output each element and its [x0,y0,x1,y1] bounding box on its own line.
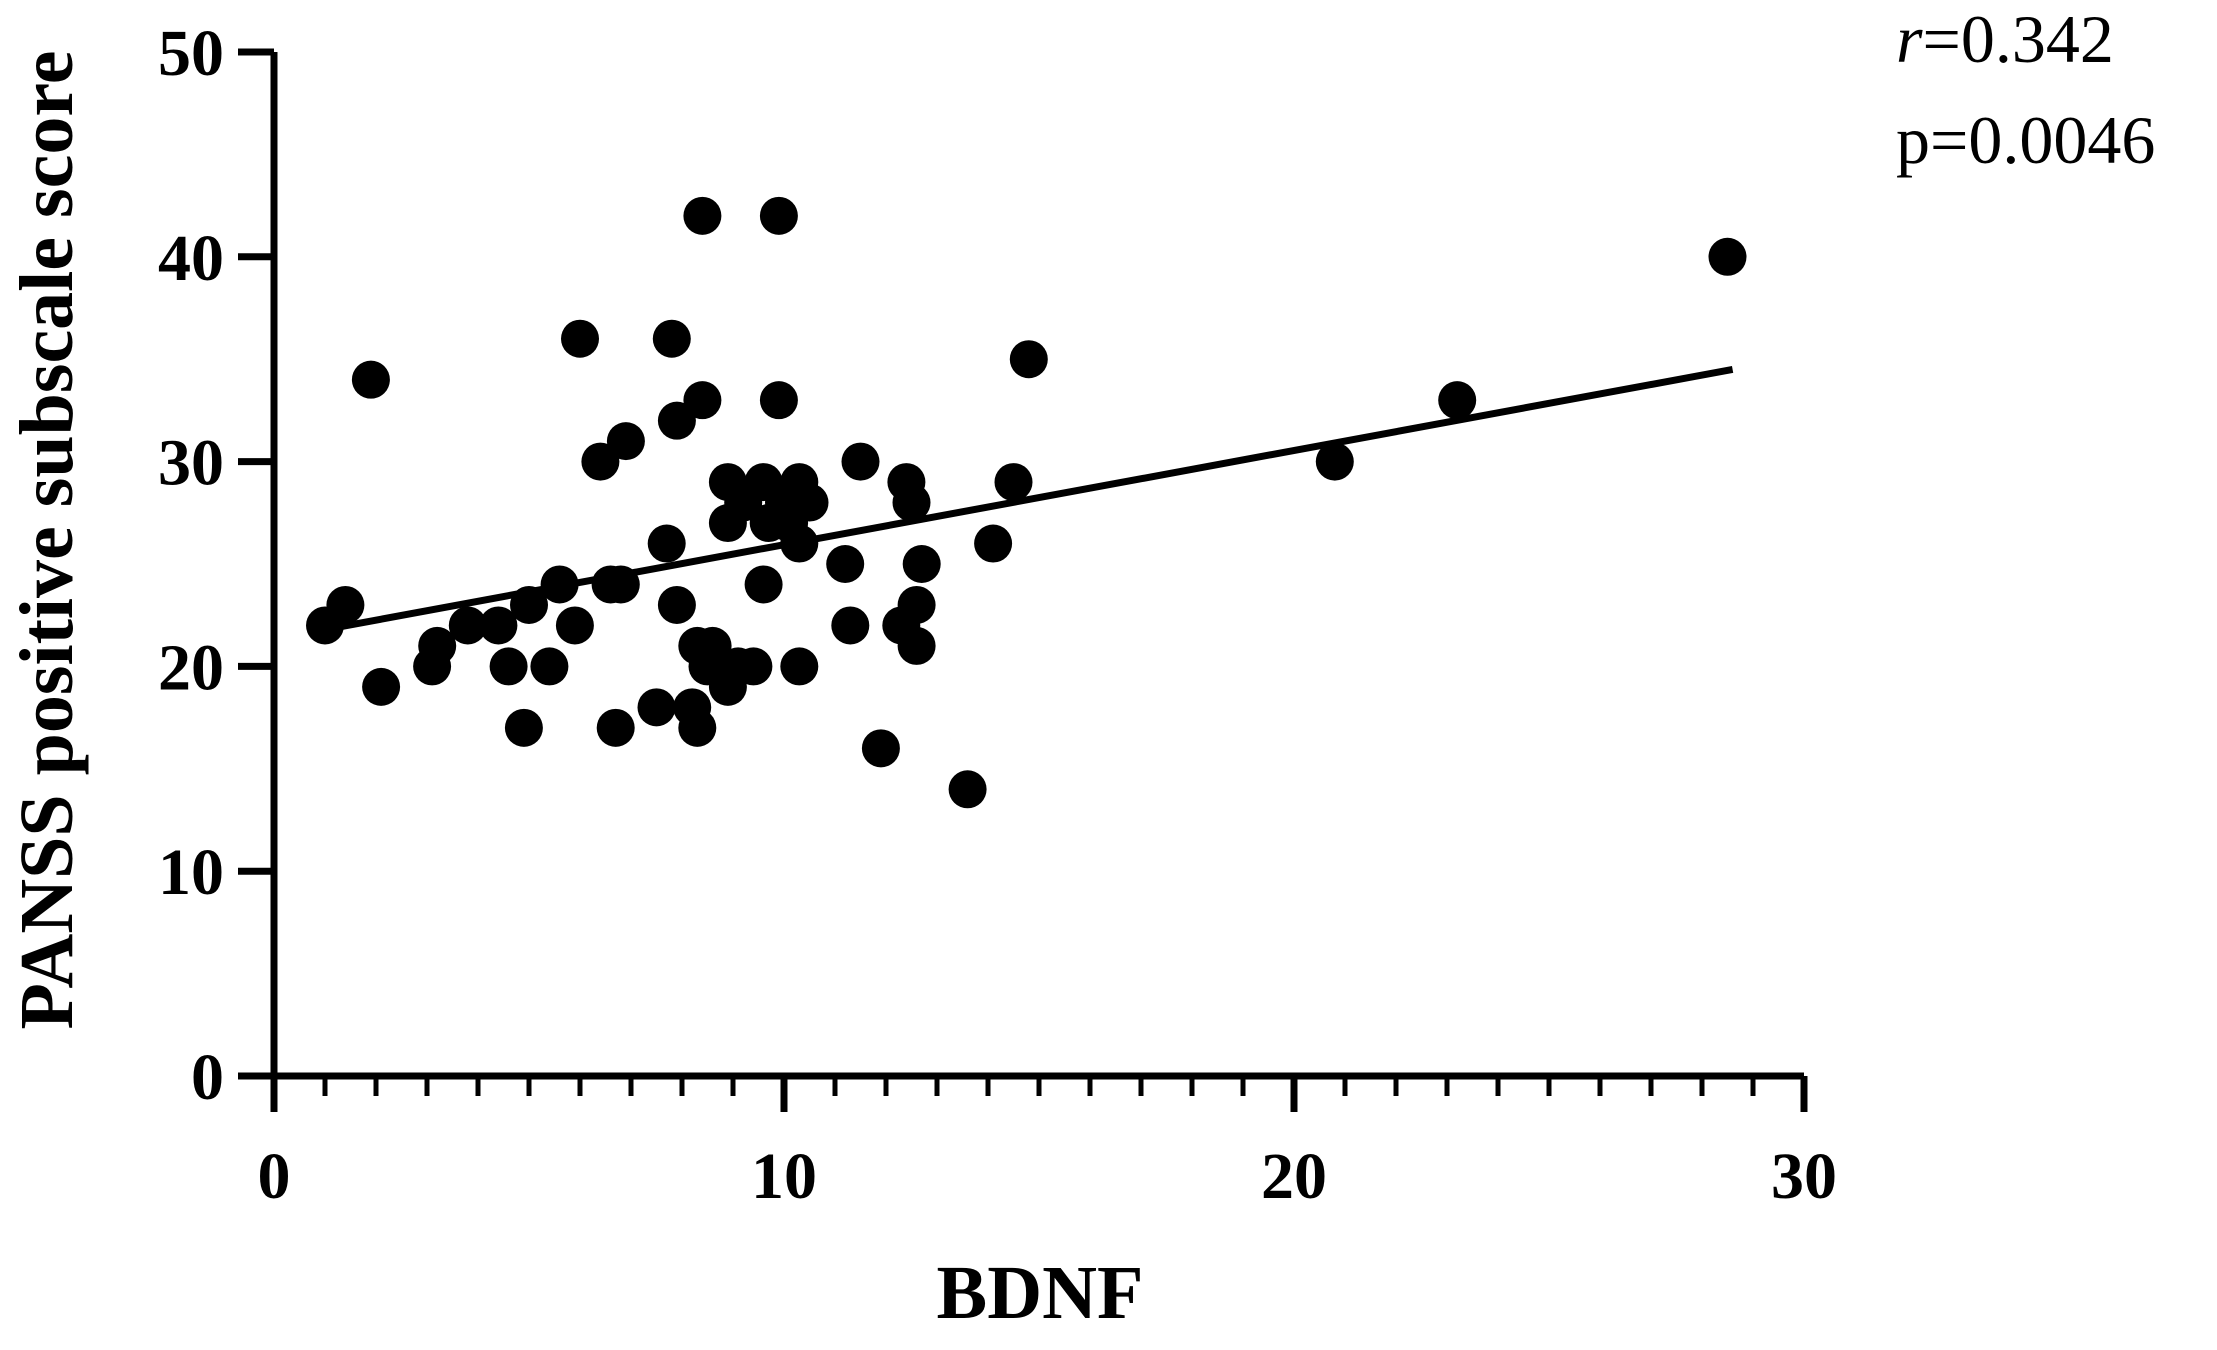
data-point [479,606,518,645]
x-tick-label: 0 [258,1140,291,1213]
data-point [555,606,594,645]
data-point [734,647,773,686]
data-point [561,319,599,358]
data-point [1009,340,1048,379]
data-point [504,708,543,747]
data-point [897,626,936,665]
data-point [790,483,829,522]
data-points [306,196,1747,809]
y-tick-label: 0 [191,1041,224,1114]
data-point [994,463,1033,502]
data-point [780,647,819,686]
data-point [759,196,798,235]
data-point [683,196,722,235]
y-tick-label: 30 [158,427,224,500]
data-point [601,565,640,604]
data-point [897,585,936,624]
r-symbol: r [1896,1,1923,77]
data-point [606,422,645,461]
data-point [948,770,987,809]
x-tick-label: 10 [751,1140,817,1213]
x-axis-title: BDNF [937,1251,1144,1335]
data-point [1438,381,1477,420]
data-point [1708,237,1747,276]
data-point [892,483,931,522]
data-point [780,524,819,563]
data-point [637,688,676,727]
data-point [826,545,865,583]
y-tick-label: 50 [158,17,224,90]
data-point [596,708,635,747]
data-point [362,667,401,706]
data-point [744,565,783,604]
x-tick-label: 20 [1261,1140,1327,1213]
y-axis-title: PANSS positive subscale score [5,51,89,1030]
data-point [652,319,691,358]
data-point [683,381,722,420]
y-tick-label: 20 [158,631,224,704]
data-point [861,729,900,768]
data-point [974,524,1013,563]
r-value: =0.342 [1922,1,2113,77]
data-point [831,606,870,645]
data-point [841,442,880,481]
data-point [448,606,487,645]
x-tick-label: 30 [1771,1140,1837,1213]
data-point [647,524,686,563]
data-point [678,708,717,747]
data-point [759,381,798,420]
data-point [902,545,941,583]
r-statistic: r=0.342 [1896,1,2114,77]
data-point [530,647,569,686]
y-tick-label: 10 [158,836,224,909]
data-point [351,360,390,399]
data-point [693,626,732,665]
y-tick-label: 40 [158,222,224,295]
data-point [489,647,528,686]
y-axis-ticks: 0 10 20 30 40 50 [158,17,274,1114]
p-statistic: p=0.0046 [1896,102,2155,178]
data-point [326,585,365,624]
data-point [510,585,548,624]
data-point [581,442,620,481]
data-point [657,585,696,624]
data-point [540,565,579,604]
data-point [1315,442,1354,481]
x-axis-ticks: 0 10 20 30 [258,1076,1837,1213]
data-point [657,401,696,440]
data-point [418,626,457,665]
